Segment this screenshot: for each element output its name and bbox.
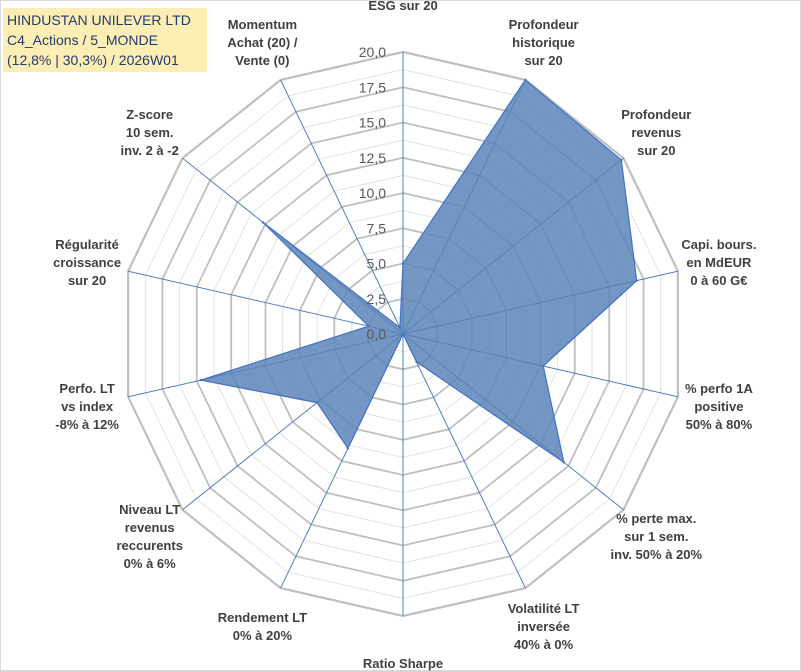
axis-label-line: revenus xyxy=(631,125,681,140)
axis-label-line: sur 20 xyxy=(637,143,675,158)
data-point xyxy=(415,360,418,364)
axis-label-line: inv. 50% à 20% xyxy=(611,547,703,562)
axis-label-line: historique xyxy=(512,35,575,50)
axis-label-line: revenus xyxy=(125,520,175,535)
axis-label-line: sur 20 xyxy=(524,53,562,68)
axis-label-line: 50% à 80% xyxy=(686,417,753,432)
data-point xyxy=(524,78,527,82)
company-name: HINDUSTAN UNILEVER LTD xyxy=(7,12,191,28)
data-point xyxy=(346,447,350,450)
axis-label-line: Ratio Sharpe xyxy=(363,656,443,671)
axis-label-line: Rendement LT xyxy=(218,610,307,625)
axis-label-line: % perte max. xyxy=(616,511,696,526)
axis-label-line: reccurents xyxy=(116,538,182,553)
axis-label-line: vs index xyxy=(61,399,114,414)
axis-label-2: Profondeur revenus sur 20 xyxy=(621,107,691,158)
axis-label-line: Capi. bours. xyxy=(681,237,756,252)
axis-label-line: 40% à 0% xyxy=(514,637,574,652)
axis-label-0: NoteESG sur 20 xyxy=(368,0,437,13)
axis-label-line: ESG sur 20 xyxy=(368,0,437,13)
performance-week-label: (12,8% | 30,3%) / 2026W01 xyxy=(7,52,179,68)
data-point xyxy=(401,262,405,265)
axis-label-line: en MdEUR xyxy=(686,255,752,270)
axis-label-line: -8% à 12% xyxy=(55,417,119,432)
radial-tick-label: 0,0 xyxy=(367,326,387,342)
axis-label-9: Niveau LT revenus reccurents 0% à 6% xyxy=(116,502,182,571)
axis-label-line: Vente (0) xyxy=(235,53,289,68)
tick-layer: 0,0 2,5 5,0 7,5 10,0 12,5 15,0 17,5 20,0 xyxy=(359,44,386,342)
axis-label-6: Volatilité LT inversée 40% à 0% xyxy=(508,601,580,652)
data-point xyxy=(635,279,638,282)
axis-label-5: % perte max. sur 1 sem. inv. 50% à 20% xyxy=(611,511,703,562)
chart-title-box: HINDUSTAN UNILEVER LTD C4_Actions / 5_MO… xyxy=(3,8,207,72)
axis-label-line: positive xyxy=(694,399,743,414)
axis-label-line: inversée xyxy=(517,619,570,634)
axis-label-line: sur 1 sem. xyxy=(624,529,688,544)
axis-label-7: Ratio Sharpe0 à 1 xyxy=(363,656,443,671)
radial-tick-label: 12,5 xyxy=(359,150,386,166)
data-point xyxy=(562,461,566,464)
axis-label-line: Niveau LT xyxy=(119,502,180,517)
axis-label-4: % perfo 1A positive 50% à 80% xyxy=(685,381,754,432)
data-point xyxy=(315,401,319,404)
axis-label-line: sur 20 xyxy=(68,273,106,288)
data-point xyxy=(401,332,405,336)
category-label: C4_Actions / 5_MONDE xyxy=(7,32,158,48)
axis-label-line: Profondeur xyxy=(621,107,691,122)
axis-spoke xyxy=(280,79,404,335)
data-point xyxy=(398,326,402,329)
axis-label-line: Momentum xyxy=(228,17,297,32)
axis-label-8: Rendement LT 0% à 20% xyxy=(218,610,307,643)
axis-label-line: 10 sem. xyxy=(126,125,174,140)
axis-label-1: Profondeur historique sur 20 xyxy=(509,17,579,68)
radial-tick-label: 5,0 xyxy=(367,256,387,272)
axis-label-line: croissance xyxy=(53,255,121,270)
axis-label-line: Z-score xyxy=(126,107,173,122)
axis-label-line: Perfo. LT xyxy=(59,381,114,396)
axis-label-13: Momentum Achat (20) / Vente (0) xyxy=(227,17,297,68)
axis-label-line: Régularité xyxy=(55,237,119,252)
axis-spoke xyxy=(127,270,404,335)
radial-tick-label: 10,0 xyxy=(359,185,386,201)
radial-tick-label: 20,0 xyxy=(359,44,386,60)
axis-label-line: inv. 2 à -2 xyxy=(121,143,179,158)
axis-label-line: Profondeur xyxy=(509,17,579,32)
series-area xyxy=(200,79,638,464)
axis-spoke xyxy=(402,333,526,589)
axis-label-line: % perfo 1A xyxy=(685,381,754,396)
data-point xyxy=(542,364,545,368)
data-point xyxy=(261,221,265,224)
radial-tick-label: 17,5 xyxy=(359,79,386,95)
data-point xyxy=(367,325,370,328)
axis-label-3: Capi. bours. en MdEUR 0 à 60 G€ xyxy=(681,237,756,288)
axis-label-line: Volatilité LT xyxy=(508,601,580,616)
axis-label-line: 0% à 20% xyxy=(233,628,293,643)
radial-tick-label: 15,0 xyxy=(359,115,386,131)
data-point xyxy=(199,378,203,382)
axis-label-line: 0% à 6% xyxy=(124,556,176,571)
series-layer xyxy=(199,78,638,464)
axis-label-11: Régularité croissance sur 20 xyxy=(53,237,121,288)
radial-tick-label: 7,5 xyxy=(367,220,387,236)
data-point xyxy=(620,158,623,162)
radial-tick-label: 2,5 xyxy=(367,291,387,307)
axis-label-layer: NoteESG sur 20 Profondeur historique sur 20… xyxy=(53,0,756,671)
axis-label-10: Perfo. LT vs index -8% à 12% xyxy=(55,381,119,432)
axis-label-12: Z-score 10 sem. inv. 2 à -2 xyxy=(121,107,179,158)
axis-label-line: 0 à 60 G€ xyxy=(690,273,747,288)
axis-label-line: Achat (20) / xyxy=(227,35,297,50)
